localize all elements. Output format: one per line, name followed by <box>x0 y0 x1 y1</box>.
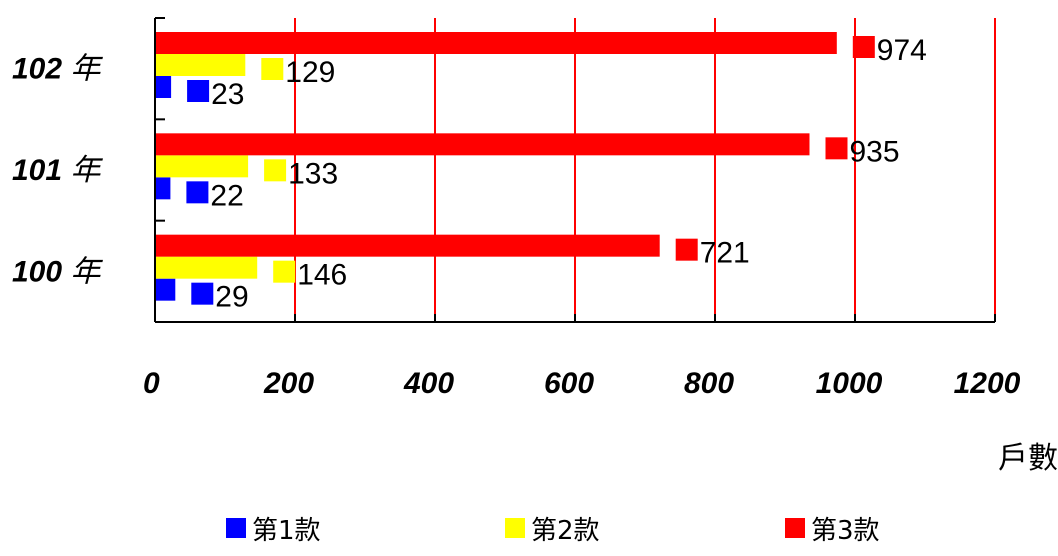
data-label: 146 <box>297 259 347 292</box>
x-axis-title: 戶數 <box>998 441 1058 476</box>
bar <box>155 234 660 257</box>
data-label: 133 <box>288 157 338 190</box>
bar <box>155 133 810 156</box>
data-label-marker <box>675 238 698 261</box>
data-label: 129 <box>285 56 335 89</box>
bar <box>155 155 249 178</box>
legend-swatch <box>226 518 246 538</box>
data-label: 29 <box>215 281 248 314</box>
legend-swatch <box>785 518 805 538</box>
legend-item: 第1款 <box>226 510 321 546</box>
data-label: 23 <box>211 78 244 111</box>
legend: 第1款 第2款 第3款 <box>0 510 1058 550</box>
bar <box>155 177 171 200</box>
data-label-marker <box>261 58 284 80</box>
data-label-marker <box>187 80 210 102</box>
bar <box>155 256 258 279</box>
bar <box>155 278 176 301</box>
data-label: 974 <box>877 34 927 67</box>
category-labels: 100 年 101 年 102 年 <box>12 52 103 290</box>
data-label: 721 <box>700 237 750 270</box>
x-tick-label: 200 <box>263 367 314 400</box>
x-tick-label: 0 <box>143 367 160 400</box>
axes <box>154 17 996 323</box>
data-label-marker <box>264 159 287 182</box>
data-label-marker <box>273 260 296 283</box>
x-tick-label: 400 <box>403 367 454 400</box>
x-tick-labels: 0 200 400 600 800 1000 1200 <box>143 367 1021 400</box>
bar-chart: 29 146 721 22 133 935 23 129 974 100 年 101 年 102 年… <box>12 17 1058 476</box>
data-label-marker <box>191 282 214 305</box>
data-label-marker <box>825 137 848 160</box>
legend-label: 第3款 <box>811 515 880 546</box>
legend-label: 第1款 <box>252 515 321 546</box>
x-tick-label: 1000 <box>816 367 883 400</box>
legend-swatch <box>505 518 525 538</box>
legend-label: 第2款 <box>531 515 600 546</box>
data-label-marker <box>186 181 209 204</box>
category-label: 102 年 <box>12 52 103 87</box>
legend-item: 第3款 <box>785 510 880 546</box>
category-label: 100 年 <box>12 254 103 289</box>
bar <box>155 32 837 54</box>
category-label: 101 年 <box>12 153 103 188</box>
data-label: 22 <box>210 179 243 212</box>
bar <box>155 76 172 98</box>
bars: 29 146 721 22 133 935 23 129 974 <box>155 32 927 314</box>
legend-item: 第2款 <box>505 510 600 546</box>
x-tick-label: 600 <box>544 367 594 400</box>
x-tick-label: 1200 <box>954 367 1021 400</box>
data-label: 935 <box>850 135 900 168</box>
data-label-marker <box>852 36 875 58</box>
x-tick-label: 800 <box>684 367 734 400</box>
bar <box>155 54 246 76</box>
